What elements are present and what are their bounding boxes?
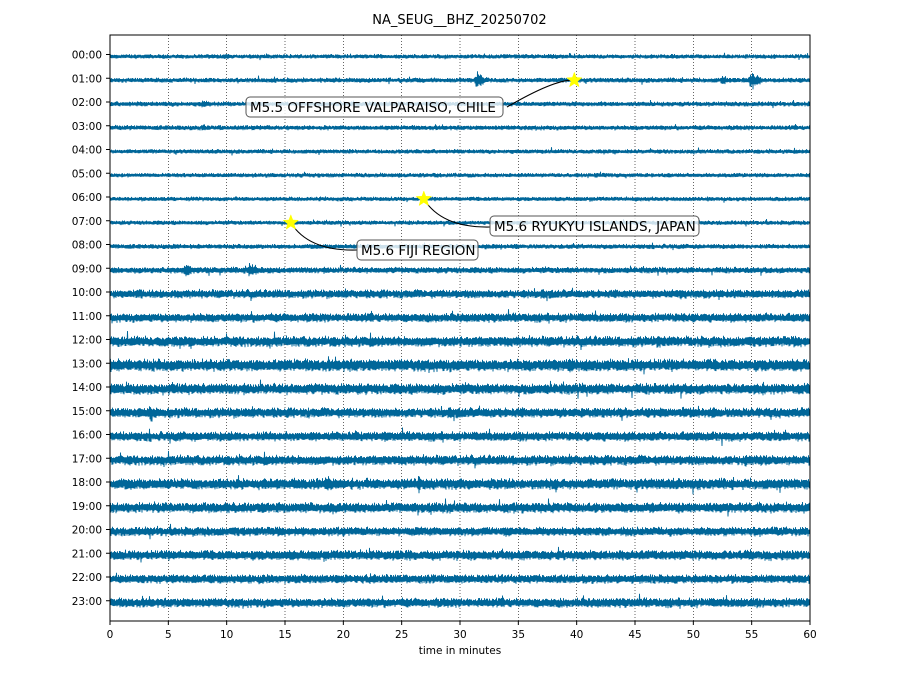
x-tick-label: 20 [337, 629, 350, 641]
trace-1300 [109, 356, 811, 375]
event-annotation: M5.5 OFFSHORE VALPARAISO, CHILE [245, 71, 583, 118]
x-tick-label: 10 [220, 629, 233, 641]
trace-2300 [109, 593, 811, 609]
trace-0900 [109, 262, 811, 277]
y-tick-label: 10:00 [72, 287, 102, 299]
y-tick-label: 19:00 [72, 501, 102, 513]
event-label: M5.5 OFFSHORE VALPARAISO, CHILE [250, 100, 496, 116]
trace-1900 [109, 498, 811, 517]
trace-1000 [109, 287, 811, 302]
event-annotation: M5.6 FIJI REGION [282, 214, 479, 261]
y-tick-label: 23:00 [72, 596, 102, 608]
y-tick-label: 07:00 [72, 216, 102, 228]
x-tick-label: 35 [512, 629, 525, 641]
y-tick-label: 11:00 [72, 311, 102, 323]
trace-1200 [109, 330, 811, 351]
trace-2000 [109, 523, 811, 540]
y-tick-label: 00:00 [72, 50, 102, 62]
trace-1600 [109, 427, 811, 447]
trace-1800 [109, 475, 811, 495]
y-tick-label: 22:00 [72, 572, 102, 584]
trace-0400 [109, 147, 811, 156]
trace-0000 [109, 52, 811, 61]
y-tick-label: 02:00 [72, 97, 102, 109]
event-star-icon [415, 190, 433, 207]
trace-1100 [109, 309, 811, 324]
event-label: M5.6 RYUKYU ISLANDS, JAPAN [494, 219, 696, 235]
x-axis: 0 5 10 15 20 25 30 35 40 45 50 55 60 [107, 621, 817, 641]
y-tick-label: 13:00 [72, 358, 102, 370]
y-tick-label: 09:00 [72, 263, 102, 275]
x-axis-label: time in minutes [419, 645, 501, 657]
trace-1500 [109, 405, 811, 422]
seismic-traces [109, 52, 811, 609]
y-tick-label: 12:00 [72, 335, 102, 347]
event-label: M5.6 FIJI REGION [361, 243, 476, 259]
x-tick-label: 60 [803, 629, 816, 641]
y-tick-label: 17:00 [72, 453, 102, 465]
x-tick-label: 0 [107, 629, 114, 641]
annotation-box [356, 239, 479, 261]
y-tick-label: 01:00 [72, 73, 102, 85]
event-star-icon [566, 71, 583, 88]
y-tick-label: 16:00 [72, 430, 102, 442]
trace-2200 [109, 572, 811, 585]
y-tick-label: 14:00 [72, 382, 102, 394]
y-tick-label: 08:00 [72, 240, 102, 252]
trace-0600 [109, 196, 811, 203]
y-tick-label: 03:00 [72, 121, 102, 133]
chart-title: NA_SEUG__BHZ_20250702 [372, 13, 546, 28]
event-annotation: M5.6 RYUKYU ISLANDS, JAPAN [415, 190, 700, 237]
y-tick-label: 21:00 [72, 548, 102, 560]
x-tick-label: 40 [570, 629, 583, 641]
trace-0500 [109, 171, 811, 179]
trace-1400 [109, 379, 811, 399]
x-tick-label: 15 [278, 629, 291, 641]
y-axis: 00:00 01:00 02:00 03:00 04:00 05:00 06:00 07:00… [72, 50, 110, 608]
event-star-icon [282, 214, 300, 230]
annotation-box [489, 215, 700, 237]
y-tick-label: 06:00 [72, 192, 102, 204]
x-tick-label: 45 [628, 629, 641, 641]
y-tick-label: 20:00 [72, 525, 102, 537]
x-tick-label: 30 [453, 629, 466, 641]
trace-0100 [109, 71, 811, 90]
trace-0300 [109, 124, 811, 131]
y-tick-label: 18:00 [72, 477, 102, 489]
trace-0700 [109, 219, 811, 227]
y-tick-label: 15:00 [72, 406, 102, 418]
event-annotations: M5.5 OFFSHORE VALPARAISO, CHILE M5.6 RYUK… [245, 71, 700, 261]
trace-2100 [109, 546, 811, 563]
annotation-box [245, 96, 504, 118]
x-tick-label: 25 [395, 629, 408, 641]
x-tick-label: 5 [165, 629, 172, 641]
x-tick-label: 50 [687, 629, 700, 641]
y-tick-label: 05:00 [72, 168, 102, 180]
trace-1700 [109, 450, 811, 469]
y-tick-label: 04:00 [72, 145, 102, 157]
x-tick-label: 55 [745, 629, 758, 641]
